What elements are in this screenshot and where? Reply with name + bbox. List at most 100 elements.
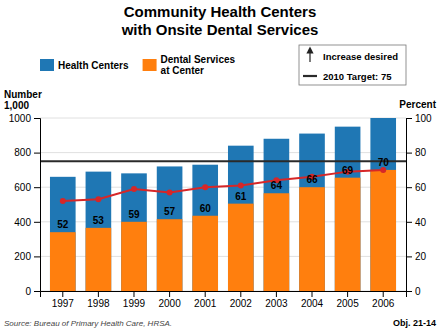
legend-item: Health Centers: [40, 59, 129, 71]
y-axis-label: Number: [4, 89, 42, 100]
legend-box-frame: [299, 45, 406, 85]
bar: [121, 222, 147, 291]
bar: [335, 178, 361, 291]
legend-swatch: [143, 59, 157, 71]
bar: [370, 170, 396, 291]
x-tick-mark: [383, 291, 384, 297]
y2-tick: 0: [406, 286, 421, 297]
x-tick-mark: [240, 291, 241, 297]
y2-tick-mark: [406, 291, 412, 292]
y-tick: 200: [14, 251, 40, 262]
x-tick-mark: [169, 291, 170, 297]
bar: [50, 177, 76, 291]
bar: [86, 228, 112, 291]
line: [63, 170, 383, 201]
plot-marks: [40, 118, 406, 291]
y2-tick-label: 80: [415, 147, 427, 158]
data-label: 52: [57, 219, 69, 230]
note: Obj. 21-14: [393, 318, 436, 328]
x-axis-line: [41, 292, 407, 298]
bar: [86, 172, 112, 291]
y-tick: 800: [14, 147, 40, 158]
y2-tick: 40: [406, 217, 427, 228]
x-tick-mark: [133, 291, 134, 297]
x-tick-label: 2005: [336, 298, 359, 309]
y-axis-line: [34, 119, 41, 292]
data-label: 61: [235, 191, 247, 202]
y2-tick-mark: [406, 187, 412, 188]
data-label: 53: [93, 215, 105, 226]
y-tick-mark: [34, 118, 40, 119]
legend-swatch: [40, 59, 54, 71]
x-tick-label: 1998: [87, 298, 110, 309]
y-tick: 600: [14, 182, 40, 193]
y2-axis: 0 20 40 60 80 100: [406, 113, 432, 297]
x-tick: 2004: [301, 291, 324, 309]
y-tick: 1000: [9, 113, 40, 124]
bar: [228, 146, 254, 291]
y-tick-mark: [34, 187, 40, 188]
marker: [238, 182, 244, 188]
bar: [50, 232, 76, 291]
y-axis-label: 1,000: [4, 100, 29, 111]
chart: 5253595760616466697019971998199920002001…: [0, 0, 440, 331]
y2-tick-label: 20: [415, 251, 427, 262]
x-tick: 2000: [158, 291, 181, 309]
data-label: 70: [378, 157, 390, 168]
y2-tick-label: 40: [415, 217, 427, 228]
bar: [264, 193, 290, 291]
data-label: 60: [200, 203, 212, 214]
x-tick: 1999: [123, 291, 146, 309]
legend-item: Dental Servicesat Center: [143, 54, 236, 76]
y-tick-label: 600: [14, 182, 31, 193]
bar: [228, 204, 254, 291]
x-tick-label: 2003: [265, 298, 288, 309]
y2-tick-mark: [406, 222, 412, 223]
y2-tick-label: 60: [415, 182, 427, 193]
x-tick-label: 2006: [372, 298, 395, 309]
annotation-arrow: [309, 50, 310, 62]
x-axis: 1997 1998 1999 2000 2001 2002 2003 2004 2005 2006: [41, 291, 407, 309]
marker: [60, 198, 66, 204]
x-tick-label: 2001: [194, 298, 217, 309]
y2-axis-line: [407, 119, 413, 292]
x-tick: 2003: [265, 291, 288, 309]
x-tick-label: 2000: [158, 298, 181, 309]
x-tick: 2005: [336, 291, 359, 309]
x-tick: 2001: [194, 291, 217, 309]
marker: [95, 196, 101, 202]
y-tick: 400: [14, 217, 40, 228]
y2-tick: 100: [406, 113, 432, 124]
x-tick-label: 2004: [301, 298, 324, 309]
target-line: [40, 160, 406, 162]
bar: [192, 165, 218, 291]
y-tick-mark: [34, 153, 40, 154]
data-label: 69: [342, 165, 354, 176]
y-axis: 0 200 400 600 800 1000: [9, 113, 41, 297]
legend-box: Increase desired 2010 Target: 75: [299, 45, 406, 85]
x-tick: 1998: [87, 291, 110, 309]
y2-tick-mark: [406, 118, 412, 119]
legend-label: Health Centers: [58, 60, 129, 71]
legend-target-label: 2010 Target: 75: [323, 71, 392, 82]
legend-label: Dental Servicesat Center: [161, 54, 236, 76]
x-tick: 2002: [230, 291, 253, 309]
bar: [370, 118, 396, 291]
x-tick: 1997: [52, 291, 75, 309]
y2-axis-label: Percent: [399, 99, 436, 110]
bar: [299, 187, 325, 291]
grid: [40, 118, 406, 291]
marker: [167, 189, 173, 195]
y2-tick: 80: [406, 147, 427, 158]
y-tick-label: 800: [14, 147, 31, 158]
data-label: 59: [128, 209, 140, 220]
y2-tick-mark: [406, 153, 412, 154]
legend-target-swatch: [303, 75, 317, 77]
y2-tick-label: 100: [415, 113, 432, 124]
annotation: Increase desired: [323, 51, 398, 62]
x-tick-mark: [62, 291, 63, 297]
y2-tick-label: 0: [415, 286, 421, 297]
y-tick: 0: [25, 286, 40, 297]
y-tick-mark: [34, 291, 40, 292]
source: Source: Bureau of Primary Health Care, H…: [4, 319, 172, 328]
